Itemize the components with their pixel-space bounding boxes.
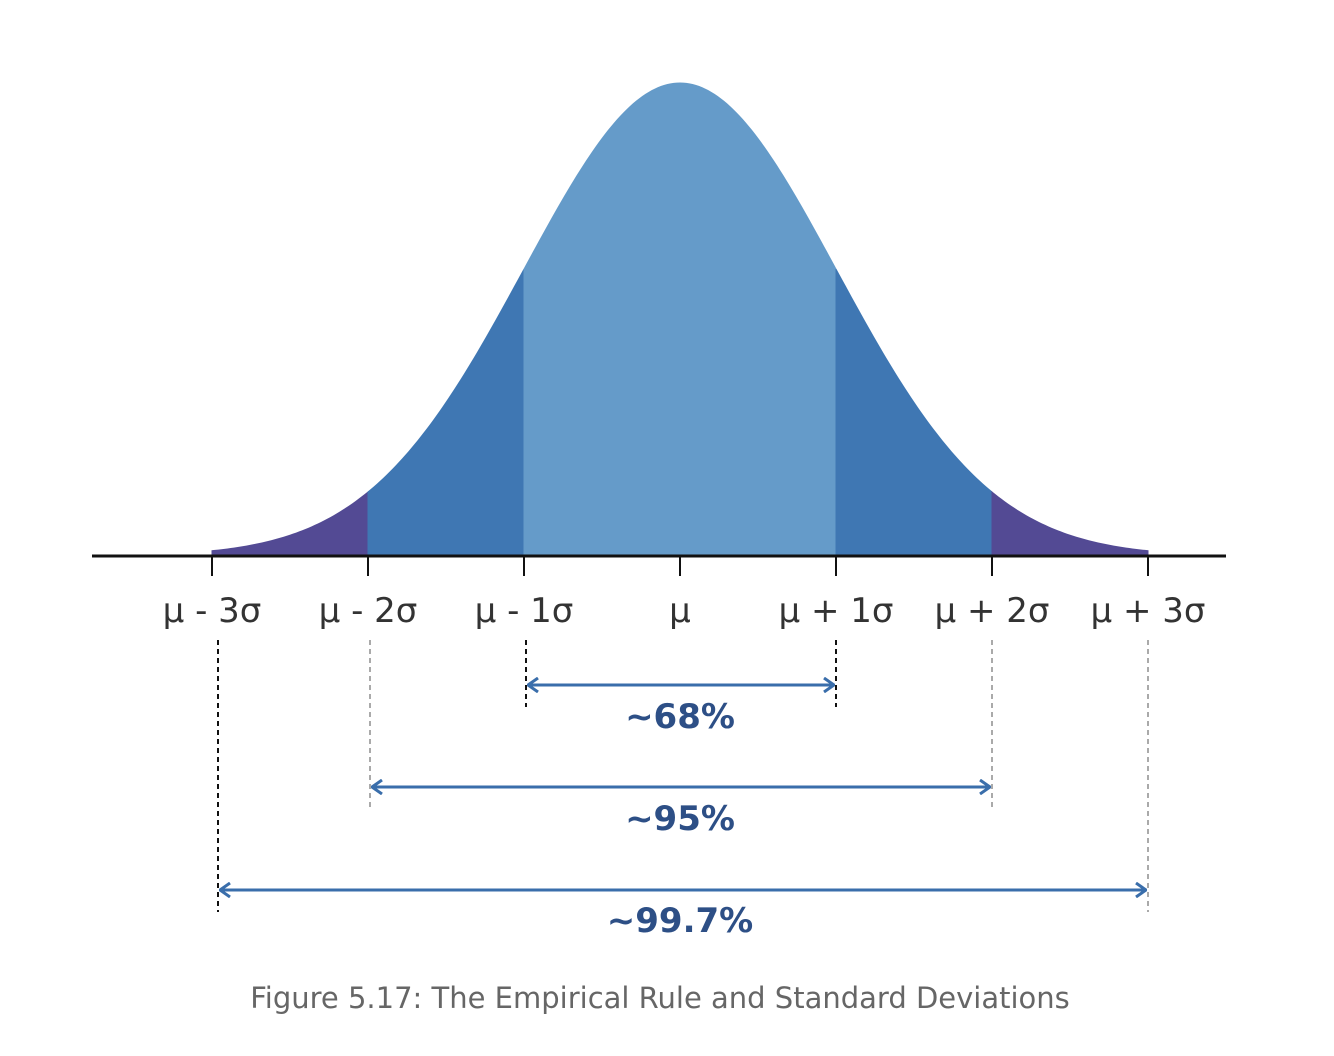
axis-label: μ + 2σ bbox=[935, 591, 1050, 631]
curve-segment bbox=[835, 268, 993, 557]
curve-segment bbox=[991, 490, 1149, 557]
curve-segment bbox=[367, 268, 525, 557]
ticks: μ - 3σ μ - 2σ μ - 1σ μ μ + 1σ μ + 2σ μ + 3σ bbox=[163, 556, 1206, 631]
axis-label: μ bbox=[669, 591, 691, 631]
axis-label: μ + 1σ bbox=[779, 591, 894, 631]
axis-label: μ - 1σ bbox=[475, 591, 574, 631]
curve-segment bbox=[211, 490, 369, 557]
range-label: ~99.7% bbox=[607, 901, 753, 941]
normal-curve bbox=[211, 82, 1149, 557]
range-label: ~95% bbox=[625, 799, 735, 839]
axis-label: μ + 3σ bbox=[1091, 591, 1206, 631]
curve-segment bbox=[523, 82, 681, 557]
axis-label: μ - 3σ bbox=[163, 591, 262, 631]
curve-segment bbox=[679, 82, 837, 557]
range-label: ~68% bbox=[625, 697, 735, 737]
axis-label: μ - 2σ bbox=[319, 591, 418, 631]
caption: Figure 5.17: The Empirical Rule and Stan… bbox=[250, 981, 1070, 1015]
